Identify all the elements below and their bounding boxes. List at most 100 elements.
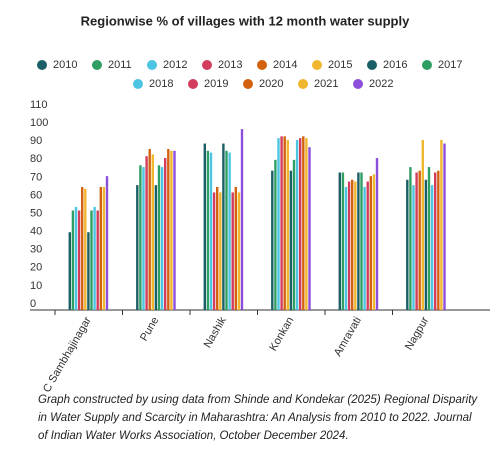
bar (295, 139, 299, 310)
bar (308, 147, 311, 310)
bar (222, 143, 225, 310)
bar (424, 179, 428, 310)
bar (216, 186, 219, 310)
bar (409, 167, 412, 310)
bar (440, 139, 443, 310)
bar (74, 206, 78, 310)
x-tick-label: Nashik (202, 315, 229, 351)
bar (415, 172, 418, 310)
bar (68, 232, 71, 310)
y-tick-label: 60 (30, 189, 42, 201)
legend-label: 2022 (369, 78, 393, 90)
bar (271, 170, 274, 310)
y-tick-label: 30 (30, 244, 42, 256)
bar (145, 156, 148, 310)
x-tick-label: Nagpur (403, 315, 432, 353)
bar (302, 136, 305, 310)
bar (219, 192, 222, 310)
bar (366, 181, 369, 310)
legend-swatch (422, 60, 432, 70)
caption: Graph constructed by using data from Shi… (38, 394, 478, 406)
legend-swatch (298, 79, 308, 89)
y-tick-label: 0 (30, 298, 36, 310)
bar (354, 181, 357, 310)
legend-swatch (202, 60, 212, 70)
x-tick-label: C Sambhajinagar (41, 315, 94, 395)
bar (430, 185, 434, 310)
bar (81, 186, 84, 310)
bar (283, 136, 286, 310)
x-tick-label: Konkan (267, 315, 296, 353)
bar (142, 167, 145, 310)
y-tick-label: 70 (30, 171, 42, 183)
y-tick-label: 90 (30, 135, 42, 147)
bar (406, 179, 409, 310)
bar (77, 210, 81, 310)
legend-swatch (147, 60, 157, 70)
legend-label: 2018 (149, 78, 173, 90)
chart-title: Regionwise % of villages with 12 month w… (81, 13, 410, 28)
y-tick-label: 40 (30, 226, 42, 238)
legend-swatch (367, 60, 377, 70)
y-tick-label: 10 (30, 280, 42, 292)
caption: in Water Supply and Scarcity in Maharash… (38, 412, 472, 424)
bar (209, 152, 213, 310)
bar (102, 186, 106, 310)
bar (234, 186, 237, 310)
legend-swatch (133, 79, 143, 89)
bar (231, 192, 234, 310)
legend-label: 2011 (108, 59, 132, 71)
bar (437, 170, 440, 310)
bar (434, 172, 437, 310)
x-tick-label: Pune (138, 315, 161, 343)
bar (167, 148, 170, 310)
bar (418, 170, 421, 310)
bar (240, 129, 244, 310)
y-tick-label: 50 (30, 207, 42, 219)
bar (274, 159, 277, 310)
bar (96, 210, 99, 310)
bar (225, 150, 228, 310)
legend-swatch (257, 60, 267, 70)
bar (421, 139, 424, 310)
legend-label: 2021 (314, 78, 338, 90)
bar (289, 170, 293, 310)
legend-swatch (37, 60, 47, 70)
bar (357, 172, 360, 310)
y-tick-label: 100 (30, 117, 48, 129)
bar (369, 176, 372, 310)
bar (286, 139, 289, 310)
legend-label: 2019 (204, 78, 228, 90)
legend-swatch (243, 79, 253, 89)
bar (170, 150, 173, 310)
bar (277, 138, 280, 310)
bar (206, 150, 210, 310)
legend-label: 2013 (218, 59, 242, 71)
bar (84, 188, 87, 310)
legend-label: 2020 (259, 78, 283, 90)
bar (157, 165, 161, 310)
bar (305, 138, 308, 310)
legend-label: 2014 (273, 59, 297, 71)
y-tick-label: 80 (30, 153, 42, 165)
bar (99, 186, 102, 310)
bar (299, 138, 302, 310)
legend-swatch (92, 60, 102, 70)
bar (151, 154, 154, 310)
legend-label: 2012 (163, 59, 187, 71)
bar (105, 176, 109, 310)
y-tick-label: 20 (30, 262, 42, 274)
bar (87, 232, 90, 310)
bar (363, 186, 366, 310)
bar (93, 206, 96, 310)
bar (160, 167, 164, 310)
legend-swatch (353, 79, 363, 89)
bar (338, 172, 341, 310)
caption: of Indian Water Works Association, Octob… (38, 430, 349, 442)
bar (443, 143, 446, 310)
bar (173, 150, 176, 310)
bar (136, 185, 139, 310)
bar (341, 172, 345, 310)
bar (154, 185, 158, 310)
legend-label: 2017 (438, 59, 462, 71)
